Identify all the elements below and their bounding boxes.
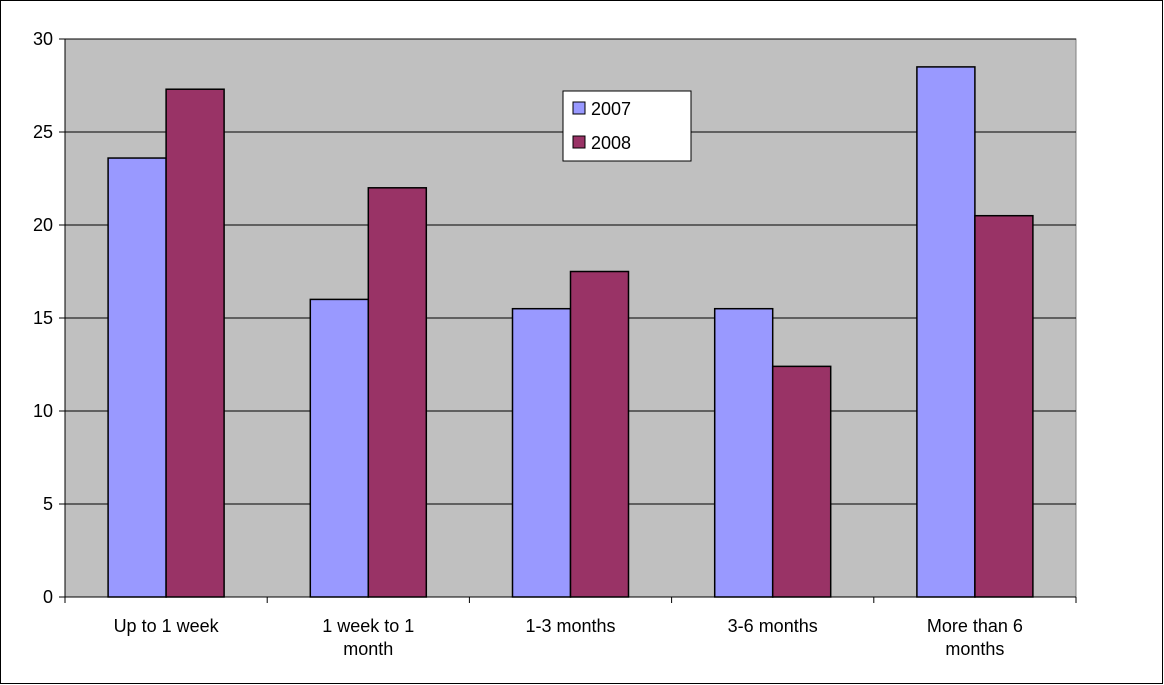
bar-2008-4	[771, 365, 832, 598]
axes	[59, 38, 1077, 603]
legend-swatch-2008	[572, 135, 586, 149]
y-tick-label-15: 15	[33, 308, 53, 328]
y-tick-labels: 0 5 10 15 20 25 30	[33, 29, 53, 607]
x-tick-label-1: Up to 1 week	[114, 616, 220, 636]
y-tick-label-25: 25	[33, 122, 53, 142]
y-tick-label-10: 10	[33, 401, 53, 421]
x-tick-label-4: 3-6 months	[728, 616, 818, 636]
bar-2007-4	[713, 307, 774, 598]
bar-2008-1	[165, 88, 225, 598]
y-tick-label-5: 5	[43, 494, 53, 514]
bar-2007-3	[511, 307, 572, 598]
bar-2007-2	[309, 298, 370, 598]
y-tick-label-30: 30	[33, 29, 53, 49]
legend: 2007 2008	[562, 90, 692, 162]
bar-2008-5	[974, 214, 1034, 598]
bar-2008-2	[367, 187, 428, 598]
x-tick-labels: Up to 1 week 1 week to 1 month 1-3 months 3-…	[114, 616, 1023, 659]
bars	[107, 66, 1034, 598]
x-tick-label-2: 1 week to 1 month	[322, 616, 414, 659]
bar-2008-3	[569, 270, 630, 598]
legend-label-2007: 2007	[591, 99, 631, 119]
bar-2007-1	[107, 157, 167, 598]
x-tick-label-5: More than 6 months	[927, 616, 1023, 659]
y-tick-label-0: 0	[43, 587, 53, 607]
x-tick-label-3: 1-3 months	[525, 616, 615, 636]
bar-2007-5	[916, 66, 976, 598]
legend-swatch-2007	[572, 101, 586, 115]
legend-label-2008: 2008	[591, 133, 631, 153]
y-tick-label-20: 20	[33, 215, 53, 235]
